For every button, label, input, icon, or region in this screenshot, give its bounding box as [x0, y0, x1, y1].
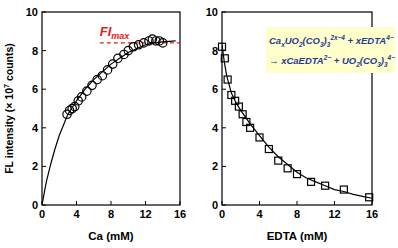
y-tick [222, 89, 226, 90]
y-tick [222, 205, 226, 206]
data-point [140, 39, 148, 47]
text-segment: 4− [385, 34, 394, 41]
y-tick [42, 166, 46, 167]
y-tick-label: 8 [212, 45, 218, 57]
y-tick-label: 0 [32, 199, 38, 211]
y-tick [42, 127, 46, 128]
x-tick-label: 12 [328, 208, 340, 220]
x-tick [145, 201, 146, 205]
y-tick [42, 12, 46, 13]
annotation: CaxUO2(CO3)32x−4 + xEDTA4−→ xCaEDTA2− + … [266, 27, 395, 73]
x-axis-title: Ca (mM) [88, 230, 134, 242]
x-tick-label: 0 [39, 208, 45, 220]
panel: 0 4 8 12 16 0 2 4 6 8 10 Ca (mM) FL intensity (× 107… [3, 6, 186, 242]
text-segment: 2x−4 [329, 34, 345, 41]
data-point [134, 41, 142, 49]
annotation-box [266, 27, 395, 73]
reference-label-sub: max [111, 31, 130, 41]
text-segment: 3 [327, 41, 331, 48]
data-point [256, 134, 263, 141]
text-segment: Ca [269, 35, 281, 46]
lines [42, 41, 180, 205]
fit-line [42, 41, 176, 205]
data-point [159, 39, 167, 47]
y-tick [222, 127, 226, 128]
x-axis-title: EDTA (mM) [267, 230, 328, 242]
y-tick-label: 6 [212, 83, 218, 95]
y-tick-label: 10 [206, 6, 218, 18]
data-point [308, 178, 315, 185]
x-tick-label: 16 [174, 208, 186, 220]
y-tick [42, 50, 46, 51]
x-tick-label: 12 [139, 208, 151, 220]
text-segment: (CO [303, 35, 321, 46]
data-point [284, 165, 291, 172]
reference-label: FImax [100, 24, 131, 41]
y-tick-label: 8 [32, 45, 38, 57]
figure: 0 4 8 12 16 0 2 4 6 8 10 Ca (mM) FL intensity (× 107… [0, 0, 398, 248]
text-segment: + UO [331, 55, 357, 66]
data-point [265, 146, 272, 153]
text-segment: 3 [384, 61, 388, 68]
x-tick [180, 201, 181, 205]
reference-label-main: FI [100, 24, 112, 39]
text-segment: + xEDTA [345, 35, 386, 46]
data-point [68, 104, 76, 112]
y-tick [222, 166, 226, 167]
text-segment: → xCaEDTA [269, 55, 324, 66]
x-tick-label: 4 [256, 208, 263, 220]
y-axis-title: FL intensity (× 107 counts) [3, 43, 15, 174]
x-tick-label: 16 [366, 208, 378, 220]
x-tick [259, 201, 260, 205]
text-segment: FL intensity (× 10 [3, 88, 15, 174]
y-tick-label: 2 [32, 160, 38, 172]
data-point [235, 103, 242, 110]
x-tick [297, 201, 298, 205]
data-point [322, 182, 329, 189]
data-point [247, 124, 254, 131]
x-tick [76, 201, 77, 205]
data-point [224, 76, 231, 83]
markers [63, 35, 167, 119]
y-tick-label: 4 [212, 122, 219, 134]
x-tick-label: 8 [294, 208, 300, 220]
text-segment: counts) [3, 43, 15, 84]
text-segment: 2− [323, 54, 332, 61]
data-point [366, 194, 373, 201]
annotation-line: → xCaEDTA2− + UO2(CO3)34− [269, 54, 395, 68]
x-tick-label: 8 [108, 208, 114, 220]
x-tick [334, 201, 335, 205]
text-segment: UO [285, 35, 300, 46]
y-tick-label: 0 [212, 199, 218, 211]
data-point [129, 43, 137, 51]
y-tick-label: 2 [212, 160, 218, 172]
text-segment: 4− [387, 54, 396, 61]
data-point [294, 171, 301, 178]
x-tick [372, 201, 373, 205]
data-point [219, 43, 226, 50]
y-axis-title-text: FL intensity (× 107 counts) [3, 43, 15, 174]
y-tick-label: 10 [26, 6, 38, 18]
x-tick [222, 201, 223, 205]
y-tick [222, 12, 226, 13]
data-point [275, 157, 282, 164]
y-tick-label: 4 [32, 122, 39, 134]
text-segment: (CO [360, 55, 378, 66]
data-point [114, 54, 122, 62]
data-point [239, 111, 246, 118]
x-tick-label: 4 [73, 208, 80, 220]
plot-frame [42, 12, 180, 205]
y-tick-label: 6 [32, 83, 38, 95]
x-tick-label: 0 [219, 208, 225, 220]
data-point [340, 186, 347, 193]
annotation-line: CaxUO2(CO3)32x−4 + xEDTA4− [269, 34, 394, 48]
x-tick [111, 201, 112, 205]
data-point [221, 55, 228, 62]
y-tick [42, 89, 46, 90]
